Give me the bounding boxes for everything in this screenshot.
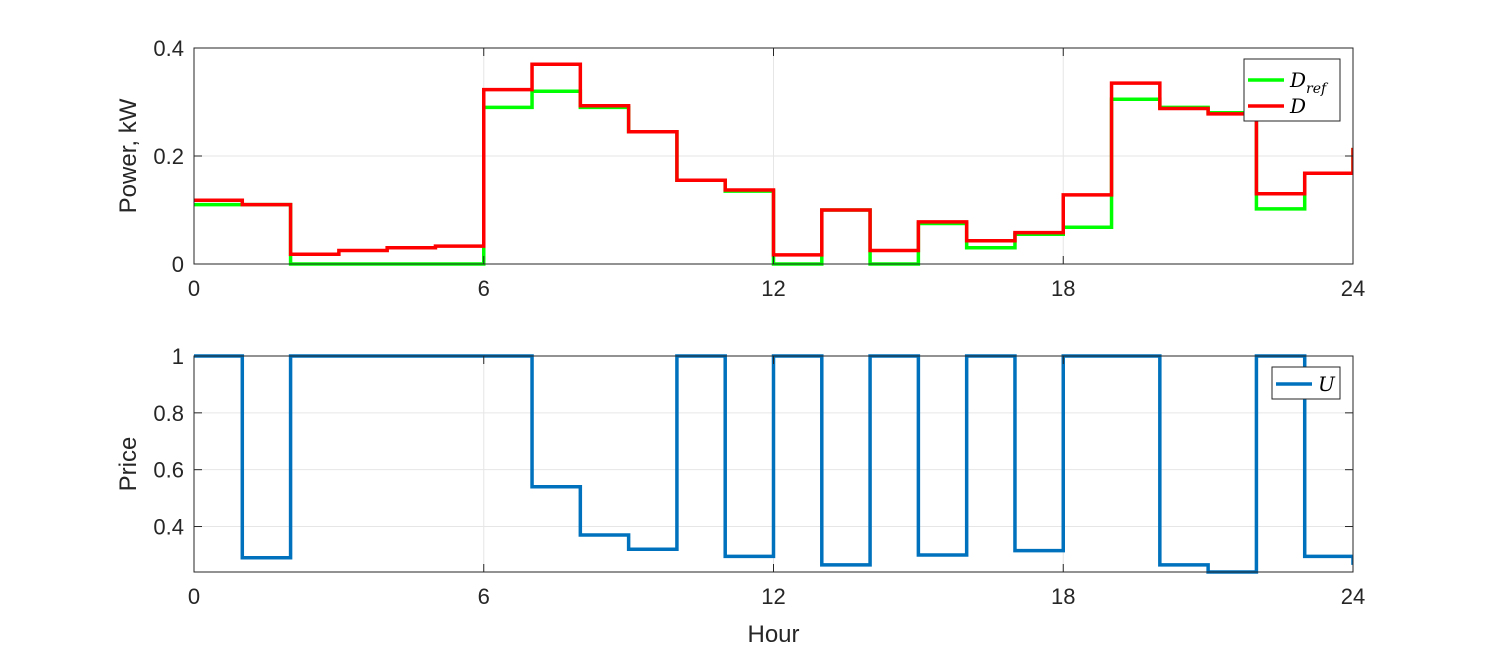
x-tick-label: 0 — [188, 276, 200, 301]
y-tick-label: 0.2 — [153, 144, 184, 169]
legend-label: U — [1318, 372, 1336, 396]
price-subplot: 0 6 12 18 24 0.4 0.6 0.8 1 Price Hour U — [115, 344, 1365, 648]
legend-label: D — [1289, 94, 1306, 118]
x-tick-label: 24 — [1341, 584, 1365, 609]
legend-label-subscript: ref — [1306, 81, 1329, 97]
x-tick-label: 12 — [761, 276, 785, 301]
y-tick-label: 0.4 — [153, 36, 184, 61]
y-tick-label: 0.6 — [153, 458, 184, 483]
y-tick-label: 1 — [172, 344, 184, 369]
x-tick-label: 6 — [478, 584, 490, 609]
legend: U — [1271, 366, 1341, 400]
x-axis-label: Hour — [747, 621, 799, 648]
y-tick-label: 0 — [172, 252, 184, 277]
legend-box — [1243, 58, 1341, 122]
series-line-d — [194, 62, 1353, 257]
y-tick-label: 0.4 — [153, 515, 184, 540]
x-tick-label: 18 — [1051, 584, 1075, 609]
x-tick-label: 18 — [1051, 276, 1075, 301]
x-tick-label: 6 — [478, 276, 490, 301]
y-tick-label: 0.8 — [153, 401, 184, 426]
y-axis-label: Price — [115, 437, 142, 492]
y-axis-label: Power, kW — [115, 98, 142, 213]
x-tick-label: 12 — [761, 584, 785, 609]
x-tick-label: 0 — [188, 584, 200, 609]
x-tick-label: 24 — [1341, 276, 1365, 301]
